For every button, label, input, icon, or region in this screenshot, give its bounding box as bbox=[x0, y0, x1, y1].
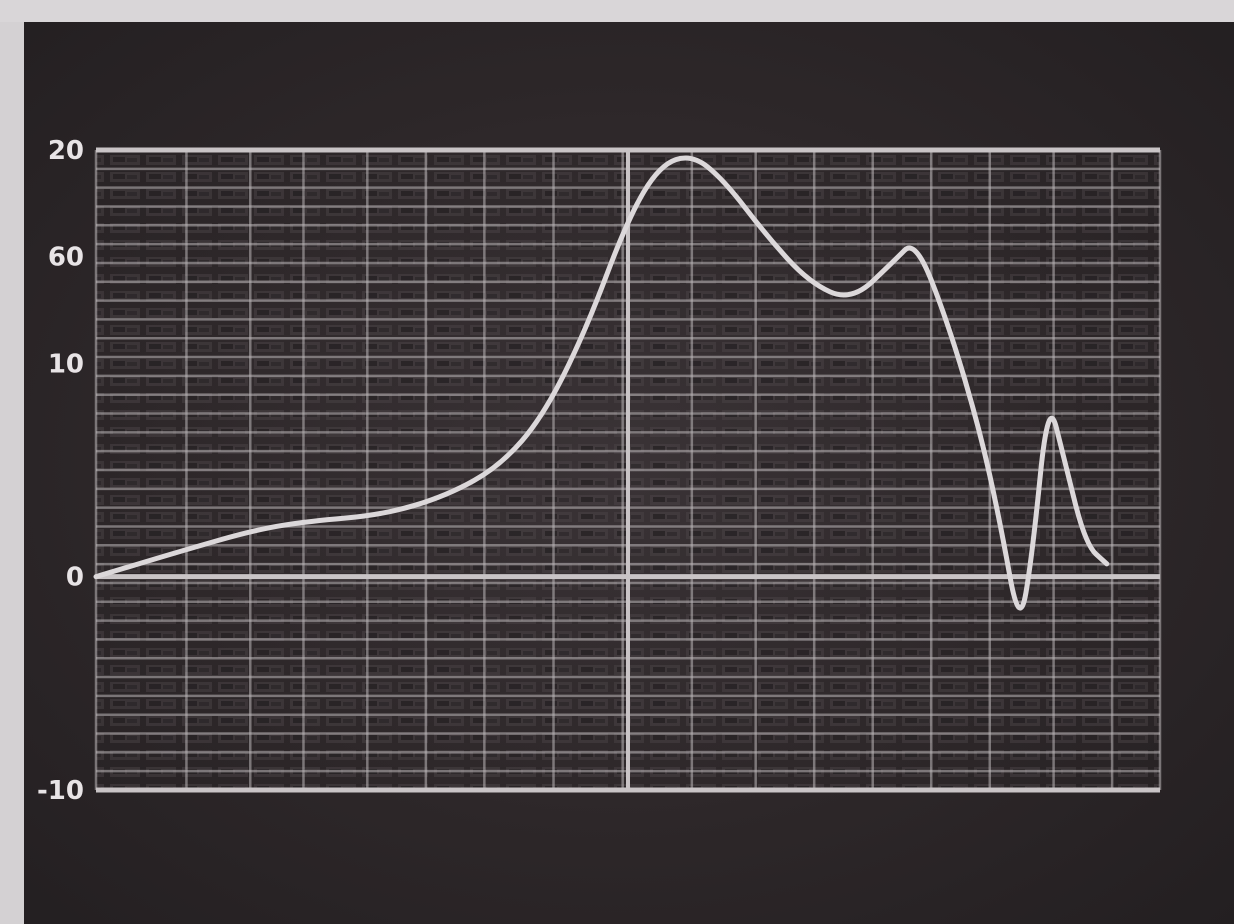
series-group bbox=[93, 155, 1110, 611]
y-tick-label: 60 bbox=[48, 243, 84, 273]
y-tick-label: 10 bbox=[48, 349, 84, 379]
y-tick-label: -10 bbox=[37, 776, 84, 806]
y-tick-label: 0 bbox=[66, 563, 84, 593]
plot-frame bbox=[96, 147, 1160, 793]
series-line-1 bbox=[93, 155, 1110, 611]
y-tick-label: 20 bbox=[48, 136, 84, 166]
